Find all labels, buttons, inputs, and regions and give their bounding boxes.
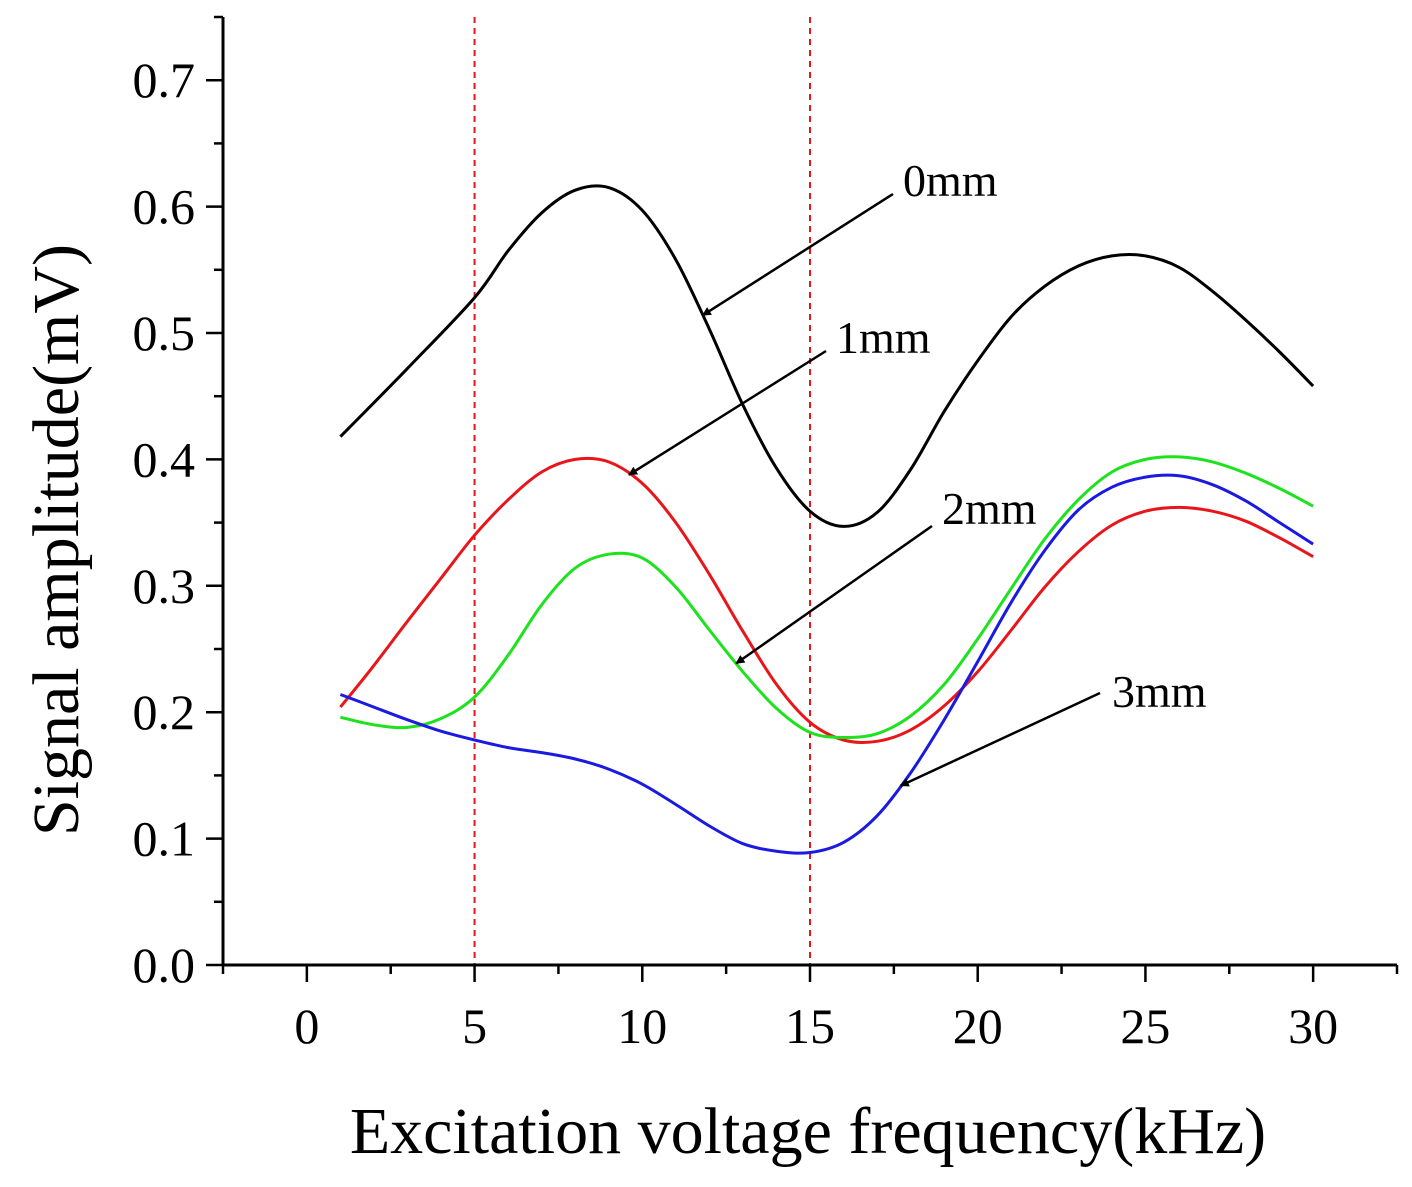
series-layer: [339, 184, 1315, 855]
plot-area: 0mm 1mm 2mm 3mm: [339, 17, 1315, 965]
annotation-arrow-2mm: [735, 524, 933, 665]
y-tick-label: 0.0: [133, 937, 196, 993]
x-tick-label: 30: [1288, 998, 1338, 1054]
annotation-layer: 0mm 1mm 2mm 3mm: [628, 155, 1207, 787]
series-line-3mm: [339, 473, 1314, 855]
y-tick-label: 0.2: [133, 684, 196, 740]
annotation-label-0mm: 0mm: [903, 155, 998, 206]
x-tick-labels: 0 5 10 15 20 25 30: [294, 998, 1338, 1054]
annotation-arrow-1mm: [628, 349, 827, 476]
y-tick-labels: 0.0 0.1 0.2 0.3 0.4 0.5 0.6 0.7: [133, 52, 196, 993]
x-tick-label: 20: [953, 998, 1003, 1054]
x-axis-title: Excitation voltage frequency(kHz): [350, 1095, 1266, 1168]
x-tick-label: 0: [294, 998, 319, 1054]
annotation-label-2mm: 2mm: [942, 483, 1037, 534]
y-ticks: [206, 15, 223, 967]
series-line-1mm: [339, 456, 1314, 744]
annotation-label-3mm: 3mm: [1112, 666, 1207, 717]
x-tick-label: 25: [1120, 998, 1170, 1054]
y-tick-label: 0.7: [133, 52, 196, 108]
x-tick-label: 5: [462, 998, 487, 1054]
y-tick-label: 0.6: [133, 179, 196, 235]
y-tick-label: 0.4: [133, 431, 196, 487]
y-axis-title: Signal amplitude(mV): [20, 244, 93, 836]
annotation-arrow-0mm: [701, 192, 894, 317]
y-tick-label: 0.5: [133, 305, 196, 361]
series-line-2mm: [340, 455, 1314, 740]
reference-lines: [473, 17, 811, 965]
y-tick-label: 0.3: [133, 558, 196, 614]
series-line-0mm: [339, 184, 1315, 528]
x-tick-label: 10: [617, 998, 667, 1054]
annotation-label-1mm: 1mm: [836, 312, 931, 363]
annotation-arrow-3mm: [899, 691, 1101, 787]
x-ticks: [221, 965, 1399, 982]
y-tick-label: 0.1: [133, 811, 196, 867]
x-tick-label: 15: [785, 998, 835, 1054]
axes: [206, 15, 1399, 982]
